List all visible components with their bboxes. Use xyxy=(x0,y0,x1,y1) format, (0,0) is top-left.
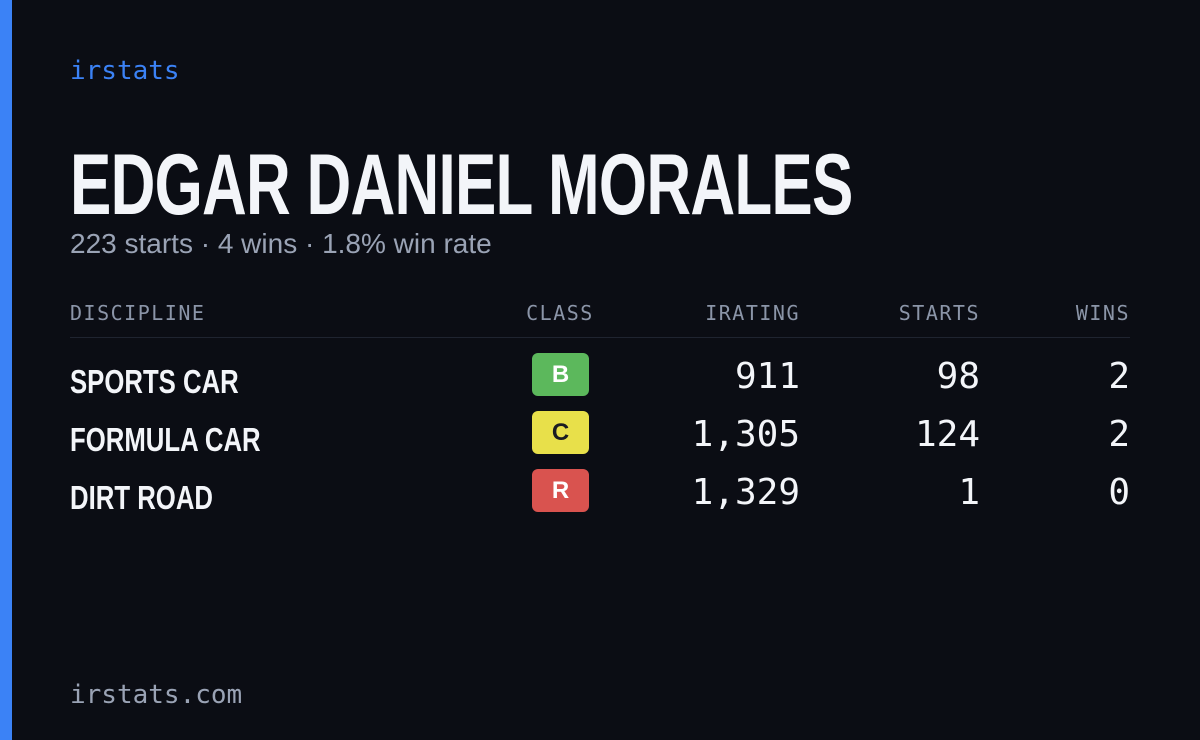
column-header: IRATING xyxy=(705,301,800,325)
wins: 0 xyxy=(1108,472,1130,513)
starts: 124 xyxy=(914,414,980,455)
wins: 2 xyxy=(1108,356,1130,397)
irating: 911 xyxy=(734,356,800,397)
brand: irstats xyxy=(70,56,180,86)
class-badge: C xyxy=(532,411,589,454)
column-header: DISCIPLINE xyxy=(70,301,206,325)
class-badge: R xyxy=(532,469,589,512)
driver-name: EDGAR DANIEL MORALES xyxy=(70,137,853,233)
column-header: CLASS xyxy=(526,301,594,325)
accent-bar xyxy=(0,0,12,740)
column-header: STARTS xyxy=(898,301,980,325)
wins: 2 xyxy=(1108,414,1130,455)
irating: 1,305 xyxy=(691,414,800,455)
irating: 1,329 xyxy=(691,472,800,513)
class-badge: B xyxy=(532,353,589,396)
divider xyxy=(70,337,1130,338)
discipline: DIRT ROAD xyxy=(70,479,213,516)
discipline: SPORTS CAR xyxy=(70,363,239,400)
driver-summary: 223 starts · 4 wins · 1.8% win rate xyxy=(70,228,492,259)
column-header: WINS xyxy=(1075,301,1130,325)
footer: irstats.com xyxy=(70,680,243,710)
discipline: FORMULA CAR xyxy=(70,421,261,458)
starts: 98 xyxy=(936,356,980,397)
starts: 1 xyxy=(958,472,980,513)
